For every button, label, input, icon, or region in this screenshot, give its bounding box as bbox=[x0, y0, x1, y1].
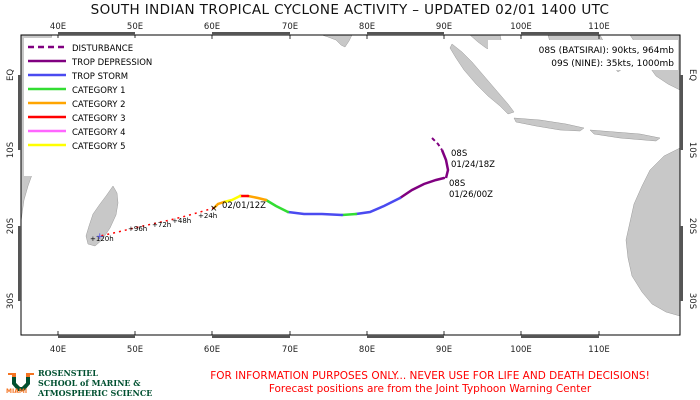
lat-label-left-10s: 10S bbox=[6, 142, 16, 158]
land-madagascar bbox=[85, 185, 119, 247]
lon-labels-bottom: 40E 50E 60E 70E 80E 90E 100E 110E bbox=[50, 345, 610, 355]
disclaimer-line2: Forecast positions are from the Joint Ty… bbox=[268, 383, 592, 395]
lon-label-bottom-90: 90E bbox=[436, 345, 452, 355]
legend-label: CATEGORY 3 bbox=[72, 114, 126, 124]
lon-label-top-40: 40E bbox=[50, 22, 66, 32]
legend-label: CATEGORY 4 bbox=[72, 128, 126, 138]
track-08s-cat5 bbox=[222, 194, 242, 204]
legend-item-trop-depression: TROP DEPRESSION bbox=[28, 58, 152, 68]
lon-label-top-50: 50E bbox=[127, 22, 143, 32]
lon-label-bottom-70: 70E bbox=[282, 345, 298, 355]
position-markers: × + bbox=[96, 204, 218, 242]
logo-text-line3: ATMOSPHERIC SCIENCE bbox=[38, 388, 153, 398]
track-08s bbox=[212, 176, 446, 217]
logo-text-line2: SCHOOL of MARINE & bbox=[38, 378, 141, 388]
lon-labels-top: 40E 50E 60E 70E 80E 90E 100E 110E bbox=[50, 22, 610, 32]
lat-label-left-30s: 30S bbox=[6, 293, 16, 309]
um-u-icon bbox=[8, 373, 34, 391]
track-labels: 08S 01/24/18Z 08S 01/26/00Z 02/01/12Z bbox=[222, 149, 495, 211]
lat-label-left-eq: EQ bbox=[6, 69, 16, 81]
lat-label-right-eq: EQ bbox=[687, 69, 697, 81]
label-08s-origin-time: 01/24/18Z bbox=[451, 160, 495, 170]
track-08s-cat1-1 bbox=[340, 212, 358, 217]
land-india bbox=[321, 34, 353, 48]
forecast-label-48h: +48h bbox=[172, 217, 191, 225]
frame-bars bbox=[18, 32, 683, 338]
lon-ticks bbox=[57, 35, 600, 335]
legend-label: CATEGORY 1 bbox=[72, 86, 126, 96]
legend-item-trop-storm: TROP STORM bbox=[28, 72, 128, 82]
track-08s-cat1-2 bbox=[264, 198, 290, 214]
map-title: SOUTH INDIAN TROPICAL CYCLONE ACTIVITY –… bbox=[90, 2, 610, 18]
track-08s-storm-1 bbox=[354, 196, 402, 216]
track-08s-cat2 bbox=[246, 194, 268, 202]
rsmas-logo: MIAMI ROSENSTIEL SCHOOL of MARINE & ATMO… bbox=[6, 366, 156, 398]
track-09s-depression bbox=[440, 149, 450, 179]
lon-label-top-100: 100E bbox=[510, 22, 532, 32]
track-08s-depression bbox=[398, 176, 446, 200]
lon-label-top-110: 110E bbox=[588, 22, 610, 32]
lat-label-right-20s: 20S bbox=[687, 218, 697, 234]
legend-item-category-1: CATEGORY 1 bbox=[28, 86, 126, 96]
lon-label-bottom-80: 80E bbox=[359, 345, 375, 355]
lon-label-top-90: 90E bbox=[436, 22, 452, 32]
legend-item-category-4: CATEGORY 4 bbox=[28, 128, 126, 138]
legend-item-category-2: CATEGORY 2 bbox=[28, 100, 126, 110]
lon-label-top-70: 70E bbox=[282, 22, 298, 32]
logo-text-line1: ROSENSTIEL bbox=[38, 368, 98, 378]
legend-item-disturbance: DISTURBANCE bbox=[28, 44, 133, 54]
lon-label-bottom-50: 50E bbox=[127, 345, 143, 355]
final-forecast-marker: + bbox=[96, 232, 104, 242]
label-08s-genesis-name: 08S bbox=[449, 179, 465, 189]
current-position-marker: × bbox=[210, 204, 218, 214]
lon-label-bottom-40: 40E bbox=[50, 345, 66, 355]
legend-label: TROP STORM bbox=[71, 72, 128, 82]
storm-info-08s: 08S (BATSIRAI): 90kts, 964mb bbox=[539, 46, 675, 56]
forecast-label-24h: +24h bbox=[198, 212, 217, 220]
legend-label: CATEGORY 2 bbox=[72, 100, 126, 110]
track-08s-cat2-current bbox=[212, 200, 226, 210]
track-09s-disturbance bbox=[431, 137, 443, 151]
lat-labels-left: EQ 10S 20S 30S bbox=[6, 69, 16, 309]
storm-info-09s: 09S (NINE): 35kts, 1000mb bbox=[551, 59, 674, 69]
forecast-label-120h: +120h bbox=[90, 235, 114, 243]
lat-label-right-30s: 30S bbox=[687, 293, 697, 309]
lon-label-bottom-100: 100E bbox=[510, 345, 532, 355]
legend-label: DISTURBANCE bbox=[72, 44, 133, 54]
lon-label-bottom-60: 60E bbox=[204, 345, 220, 355]
land-sumatra bbox=[449, 43, 515, 115]
disclaimer-line1: FOR INFORMATION PURPOSES ONLY... NEVER U… bbox=[210, 370, 650, 382]
forecast-track: +24h +48h +72h +96h +120h bbox=[90, 207, 217, 243]
lat-labels-right: EQ 10S 20S 30S bbox=[687, 69, 697, 309]
storm-info: 08S (BATSIRAI): 90kts, 964mb 09S (NINE):… bbox=[488, 40, 678, 70]
land-sunda bbox=[589, 129, 661, 142]
label-08s-genesis-time: 01/26/00Z bbox=[449, 190, 493, 200]
logo-u-label: MIAMI bbox=[6, 388, 28, 395]
land-australia bbox=[625, 147, 681, 317]
legend-item-category-5: CATEGORY 5 bbox=[28, 142, 126, 152]
map-frame bbox=[18, 32, 683, 338]
track-09s bbox=[431, 137, 450, 179]
forecast-label-96h: +96h bbox=[128, 225, 147, 233]
legend-item-category-3: CATEGORY 3 bbox=[28, 114, 126, 124]
lat-label-left-20s: 20S bbox=[6, 218, 16, 234]
forecast-track-line bbox=[99, 207, 215, 237]
label-08s-origin-name: 08S bbox=[451, 149, 467, 159]
legend-label: TROP DEPRESSION bbox=[71, 58, 152, 68]
lat-label-right-10s: 10S bbox=[687, 142, 697, 158]
storm-info-background bbox=[488, 40, 678, 70]
lon-label-bottom-110: 110E bbox=[588, 345, 610, 355]
legend-label: CATEGORY 5 bbox=[72, 142, 126, 152]
legend: DISTURBANCE TROP DEPRESSION TROP STORM C… bbox=[24, 38, 174, 176]
lon-label-top-60: 60E bbox=[204, 22, 220, 32]
label-current-time: 02/01/12Z bbox=[222, 201, 266, 211]
lon-label-top-80: 80E bbox=[359, 22, 375, 32]
land-java bbox=[513, 117, 585, 132]
track-08s-storm-2 bbox=[286, 210, 344, 217]
forecast-label-72h: +72h bbox=[152, 221, 171, 229]
